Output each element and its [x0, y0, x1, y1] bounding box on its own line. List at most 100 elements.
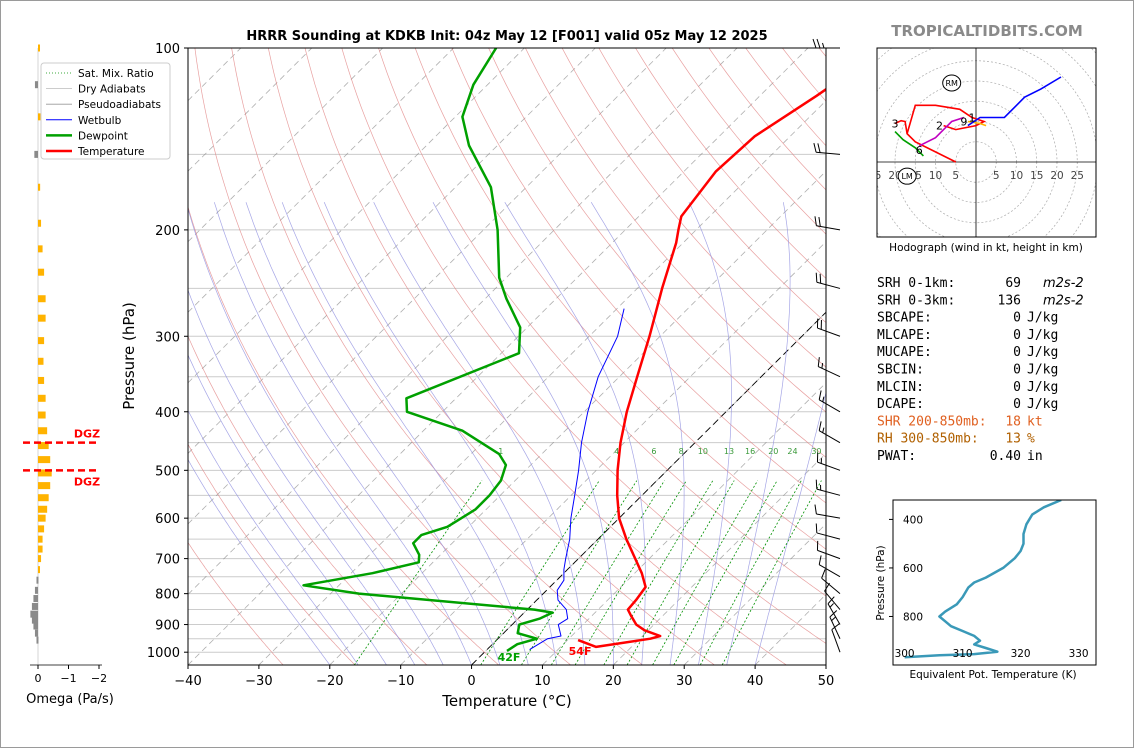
wind-barb — [815, 479, 841, 496]
y-tick-label: 200 — [155, 224, 180, 239]
wind-barb — [816, 452, 841, 471]
dry-adiabat-line — [818, 48, 826, 57]
theta-e-x-tick-label: 310 — [953, 648, 973, 660]
barb-flag — [824, 582, 830, 592]
wind-barb — [815, 523, 841, 540]
pseudo-adiabat-line — [188, 207, 444, 665]
barb-flag — [819, 273, 822, 284]
hodograph-trace — [918, 116, 965, 147]
index-value: 0.40 — [990, 449, 1021, 464]
barb-half — [822, 427, 825, 433]
omega-bar — [34, 629, 38, 637]
omega-bar — [38, 295, 46, 303]
theta-e-y-tick-label: 800 — [903, 611, 923, 623]
chart-title: HRRR Sounding at KDKB Init: 04z May 12 [… — [246, 29, 767, 44]
series-dewpoint-line — [302, 48, 554, 652]
theta-e-line — [904, 500, 1062, 659]
pseudo-adiabat-line — [432, 202, 614, 665]
omega-bar — [34, 150, 38, 158]
omega-bar — [33, 595, 38, 603]
mixing-ratio-line — [353, 480, 483, 665]
legend-label: Sat. Mix. Ratio — [78, 68, 154, 80]
skewt-x-axis-label: Temperature (°C) — [441, 692, 571, 710]
wind-barb — [827, 596, 841, 625]
dry-adiabat-line — [561, 48, 826, 368]
y-tick-label: 1000 — [147, 646, 180, 661]
isotherm-line — [471, 311, 826, 665]
mixing-ratio-line — [521, 480, 638, 665]
dry-adiabat-line — [451, 48, 826, 504]
hodograph-trace — [967, 76, 1062, 127]
wind-barb — [821, 569, 841, 595]
omega-x-tick-label: 0 — [35, 672, 42, 685]
x-tick-label: 30 — [676, 674, 693, 689]
legend-label: Temperature — [77, 146, 145, 158]
x-tick-label: 20 — [605, 674, 622, 689]
hodograph-tick-label: 25 — [1071, 170, 1084, 182]
dry-adiabat-line — [488, 48, 826, 458]
index-unit: J/kg — [1027, 380, 1058, 395]
barb-flag — [827, 596, 835, 605]
barb-flag — [818, 421, 822, 431]
mixing-ratio-line — [480, 480, 600, 665]
index-value: 0 — [1013, 380, 1021, 395]
wind-barb — [817, 357, 841, 378]
barb-half — [831, 616, 836, 621]
skewt-plot-frame — [187, 47, 827, 666]
pseudo-adiabat-line — [726, 202, 791, 665]
mixing-ratio-line — [603, 480, 714, 665]
wind-barb — [818, 421, 841, 444]
index-label: MLCIN: — [877, 380, 924, 395]
omega-bar — [38, 394, 46, 402]
skewt-series — [302, 48, 826, 652]
zero-isotherm — [471, 311, 826, 665]
index-row: SRH 0-1km: 69 m2s-2 — [877, 276, 1084, 291]
barb-flag — [818, 216, 821, 227]
storm-motion-marker — [942, 74, 962, 92]
omega-bar — [38, 525, 45, 533]
omega-bar — [38, 268, 45, 276]
dry-adiabat-line — [304, 48, 787, 665]
index-unit: J/kg — [1027, 311, 1058, 326]
wind-barb — [812, 38, 840, 49]
hodograph-tick-label: 10 — [929, 170, 942, 182]
index-unit: m2s-2 — [1043, 276, 1084, 291]
mixing-ratio-label: 30 — [811, 447, 821, 456]
index-row: SRH 0-3km: 136 m2s-2 — [877, 293, 1084, 308]
hodograph-trace — [906, 104, 987, 134]
omega-bar — [38, 219, 42, 227]
dgz-label: DGZ — [74, 475, 100, 488]
omega-bar — [38, 494, 49, 502]
hodograph-tick-label: 25 — [868, 170, 881, 182]
index-value: 0 — [1013, 328, 1021, 343]
x-tick-label: −40 — [174, 674, 201, 689]
y-tick-label: 700 — [155, 553, 180, 568]
barb-staff — [824, 590, 841, 610]
omega-bar — [38, 456, 51, 464]
omega-x-tick-label: −1 — [60, 672, 76, 685]
index-value: 0 — [1013, 363, 1021, 378]
omega-bar — [38, 113, 41, 121]
omega-bar — [31, 616, 38, 624]
mixing-ratio-line — [721, 480, 822, 665]
barb-staff — [816, 488, 841, 496]
index-row: SBCAPE: 0 J/kg — [877, 311, 1058, 326]
dry-adiabat-line — [745, 48, 826, 147]
dry-adiabat-line — [188, 205, 499, 665]
mixing-ratio-label: 6 — [651, 447, 656, 456]
index-row: MUCAPE: 0 J/kg — [877, 345, 1058, 360]
skewt-grid: 1 4 6 8 10 13 16 20 24 30 36 — [188, 48, 841, 665]
barb-half — [829, 603, 834, 608]
omega-bar — [38, 376, 45, 384]
index-unit: J/kg — [1027, 345, 1058, 360]
mixing-ratio-label: 36 — [831, 447, 841, 456]
mixing-ratio-line — [626, 480, 735, 665]
index-label: SBCAPE: — [877, 311, 932, 326]
index-row: MLCAPE: 0 J/kg — [877, 328, 1058, 343]
omega-x-axis-label: Omega (Pa/s) — [26, 692, 114, 707]
index-unit: J/kg — [1027, 363, 1058, 378]
omega-bar — [38, 469, 52, 477]
pseudo-adiabat-line — [188, 289, 416, 665]
legend-items: Sat. Mix. Ratio Dry Adiabats Pseudoadiabat… — [46, 68, 161, 158]
theta-e-x-tick-label: 320 — [1011, 648, 1031, 660]
